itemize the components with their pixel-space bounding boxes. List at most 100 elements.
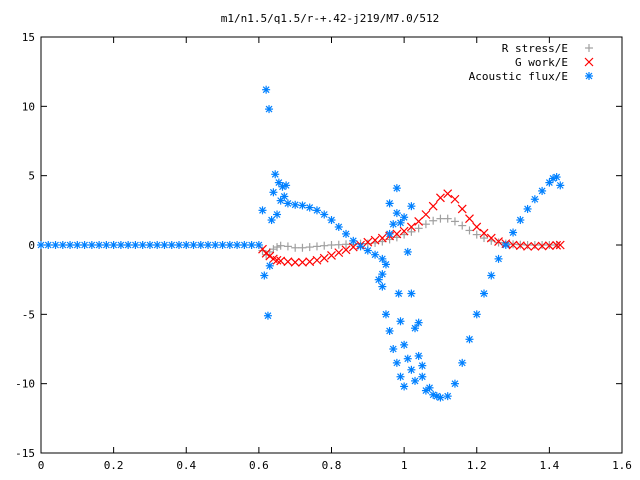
data-point	[552, 240, 562, 250]
data-point	[472, 230, 481, 239]
data-point	[396, 372, 405, 381]
data-point	[258, 206, 267, 215]
data-point	[267, 216, 276, 225]
data-point	[102, 241, 111, 249]
data-point	[334, 222, 343, 231]
data-point	[334, 248, 344, 258]
data-point	[204, 241, 213, 249]
data-point	[407, 227, 416, 236]
data-point	[403, 354, 412, 363]
data-point	[363, 237, 373, 247]
data-point	[51, 241, 60, 249]
y-tick-label: 15	[22, 31, 35, 44]
legend-label-g-work: G work/E	[515, 56, 568, 69]
y-tick-labels: 15 10 5 0 -5 -10 -15	[15, 31, 35, 460]
legend-marker	[585, 72, 593, 80]
data-point	[327, 250, 336, 260]
data-point	[334, 240, 343, 249]
data-point	[443, 214, 452, 223]
legend-label-r-stress: R stress/E	[502, 42, 568, 55]
data-point	[428, 201, 438, 211]
data-point	[167, 241, 176, 249]
data-point	[95, 241, 104, 249]
data-point	[537, 241, 547, 251]
data-point	[509, 228, 518, 237]
data-point	[418, 372, 427, 381]
data-point	[385, 326, 394, 335]
data-point	[182, 241, 191, 249]
y-tick-label: -5	[22, 308, 35, 321]
data-point	[218, 241, 227, 249]
data-point	[261, 248, 271, 258]
legend-marker	[585, 44, 593, 52]
data-point	[342, 240, 351, 249]
y-tick-label: -10	[15, 378, 35, 391]
data-point	[450, 194, 460, 204]
data-point	[271, 170, 280, 179]
data-point	[348, 242, 358, 252]
data-point	[153, 241, 162, 249]
data-point	[37, 241, 45, 249]
data-point	[465, 214, 474, 224]
data-point	[552, 173, 561, 182]
data-point	[411, 376, 420, 385]
data-point	[480, 234, 489, 243]
data-point	[538, 241, 547, 249]
data-point	[138, 241, 147, 249]
data-point	[486, 233, 496, 243]
data-point	[291, 243, 300, 252]
data-point	[273, 210, 282, 219]
data-point	[392, 358, 401, 367]
data-point	[400, 340, 409, 349]
data-point	[260, 271, 269, 280]
data-point	[479, 228, 489, 238]
data-point	[425, 383, 434, 392]
data-point	[378, 254, 387, 263]
data-point	[341, 245, 351, 255]
data-point	[556, 181, 565, 190]
data-point	[363, 246, 372, 255]
data-point	[396, 218, 405, 227]
data-point	[320, 241, 329, 250]
y-tick-label: 10	[22, 100, 35, 113]
x-tick-labels: 0 0.2 0.4 0.6 0.8 1 1.2 1.4 1.6	[38, 459, 632, 472]
y-tick-label: 5	[28, 170, 35, 183]
data-point	[272, 255, 282, 265]
y-tick-label: 0	[28, 239, 35, 252]
data-point	[494, 238, 503, 247]
axis-ticks	[40, 36, 623, 454]
data-point	[414, 351, 423, 360]
legend-marker	[584, 57, 594, 67]
data-point	[291, 200, 300, 209]
data-point	[494, 254, 503, 263]
data-point	[349, 236, 358, 245]
data-point	[472, 222, 482, 232]
data-point	[145, 241, 154, 249]
data-point	[487, 271, 496, 280]
data-point	[305, 257, 315, 267]
data-point	[109, 241, 118, 249]
data-point	[555, 240, 565, 250]
data-point	[392, 229, 402, 239]
data-point	[378, 270, 387, 279]
data-point	[421, 210, 431, 219]
series-2	[37, 85, 565, 402]
data-point	[312, 206, 321, 215]
data-point	[298, 201, 307, 210]
data-point	[280, 192, 289, 201]
data-point	[414, 318, 423, 327]
data-point	[411, 324, 420, 333]
data-point	[124, 241, 133, 249]
data-point	[265, 261, 274, 270]
series-1	[258, 189, 565, 267]
data-point	[58, 241, 67, 249]
data-point	[371, 250, 380, 259]
data-point	[414, 224, 423, 233]
data-point	[530, 195, 539, 204]
data-point	[233, 241, 242, 249]
data-point	[538, 186, 547, 195]
data-point	[508, 240, 518, 250]
data-point	[305, 203, 314, 212]
y-tick-label: -15	[15, 447, 35, 460]
